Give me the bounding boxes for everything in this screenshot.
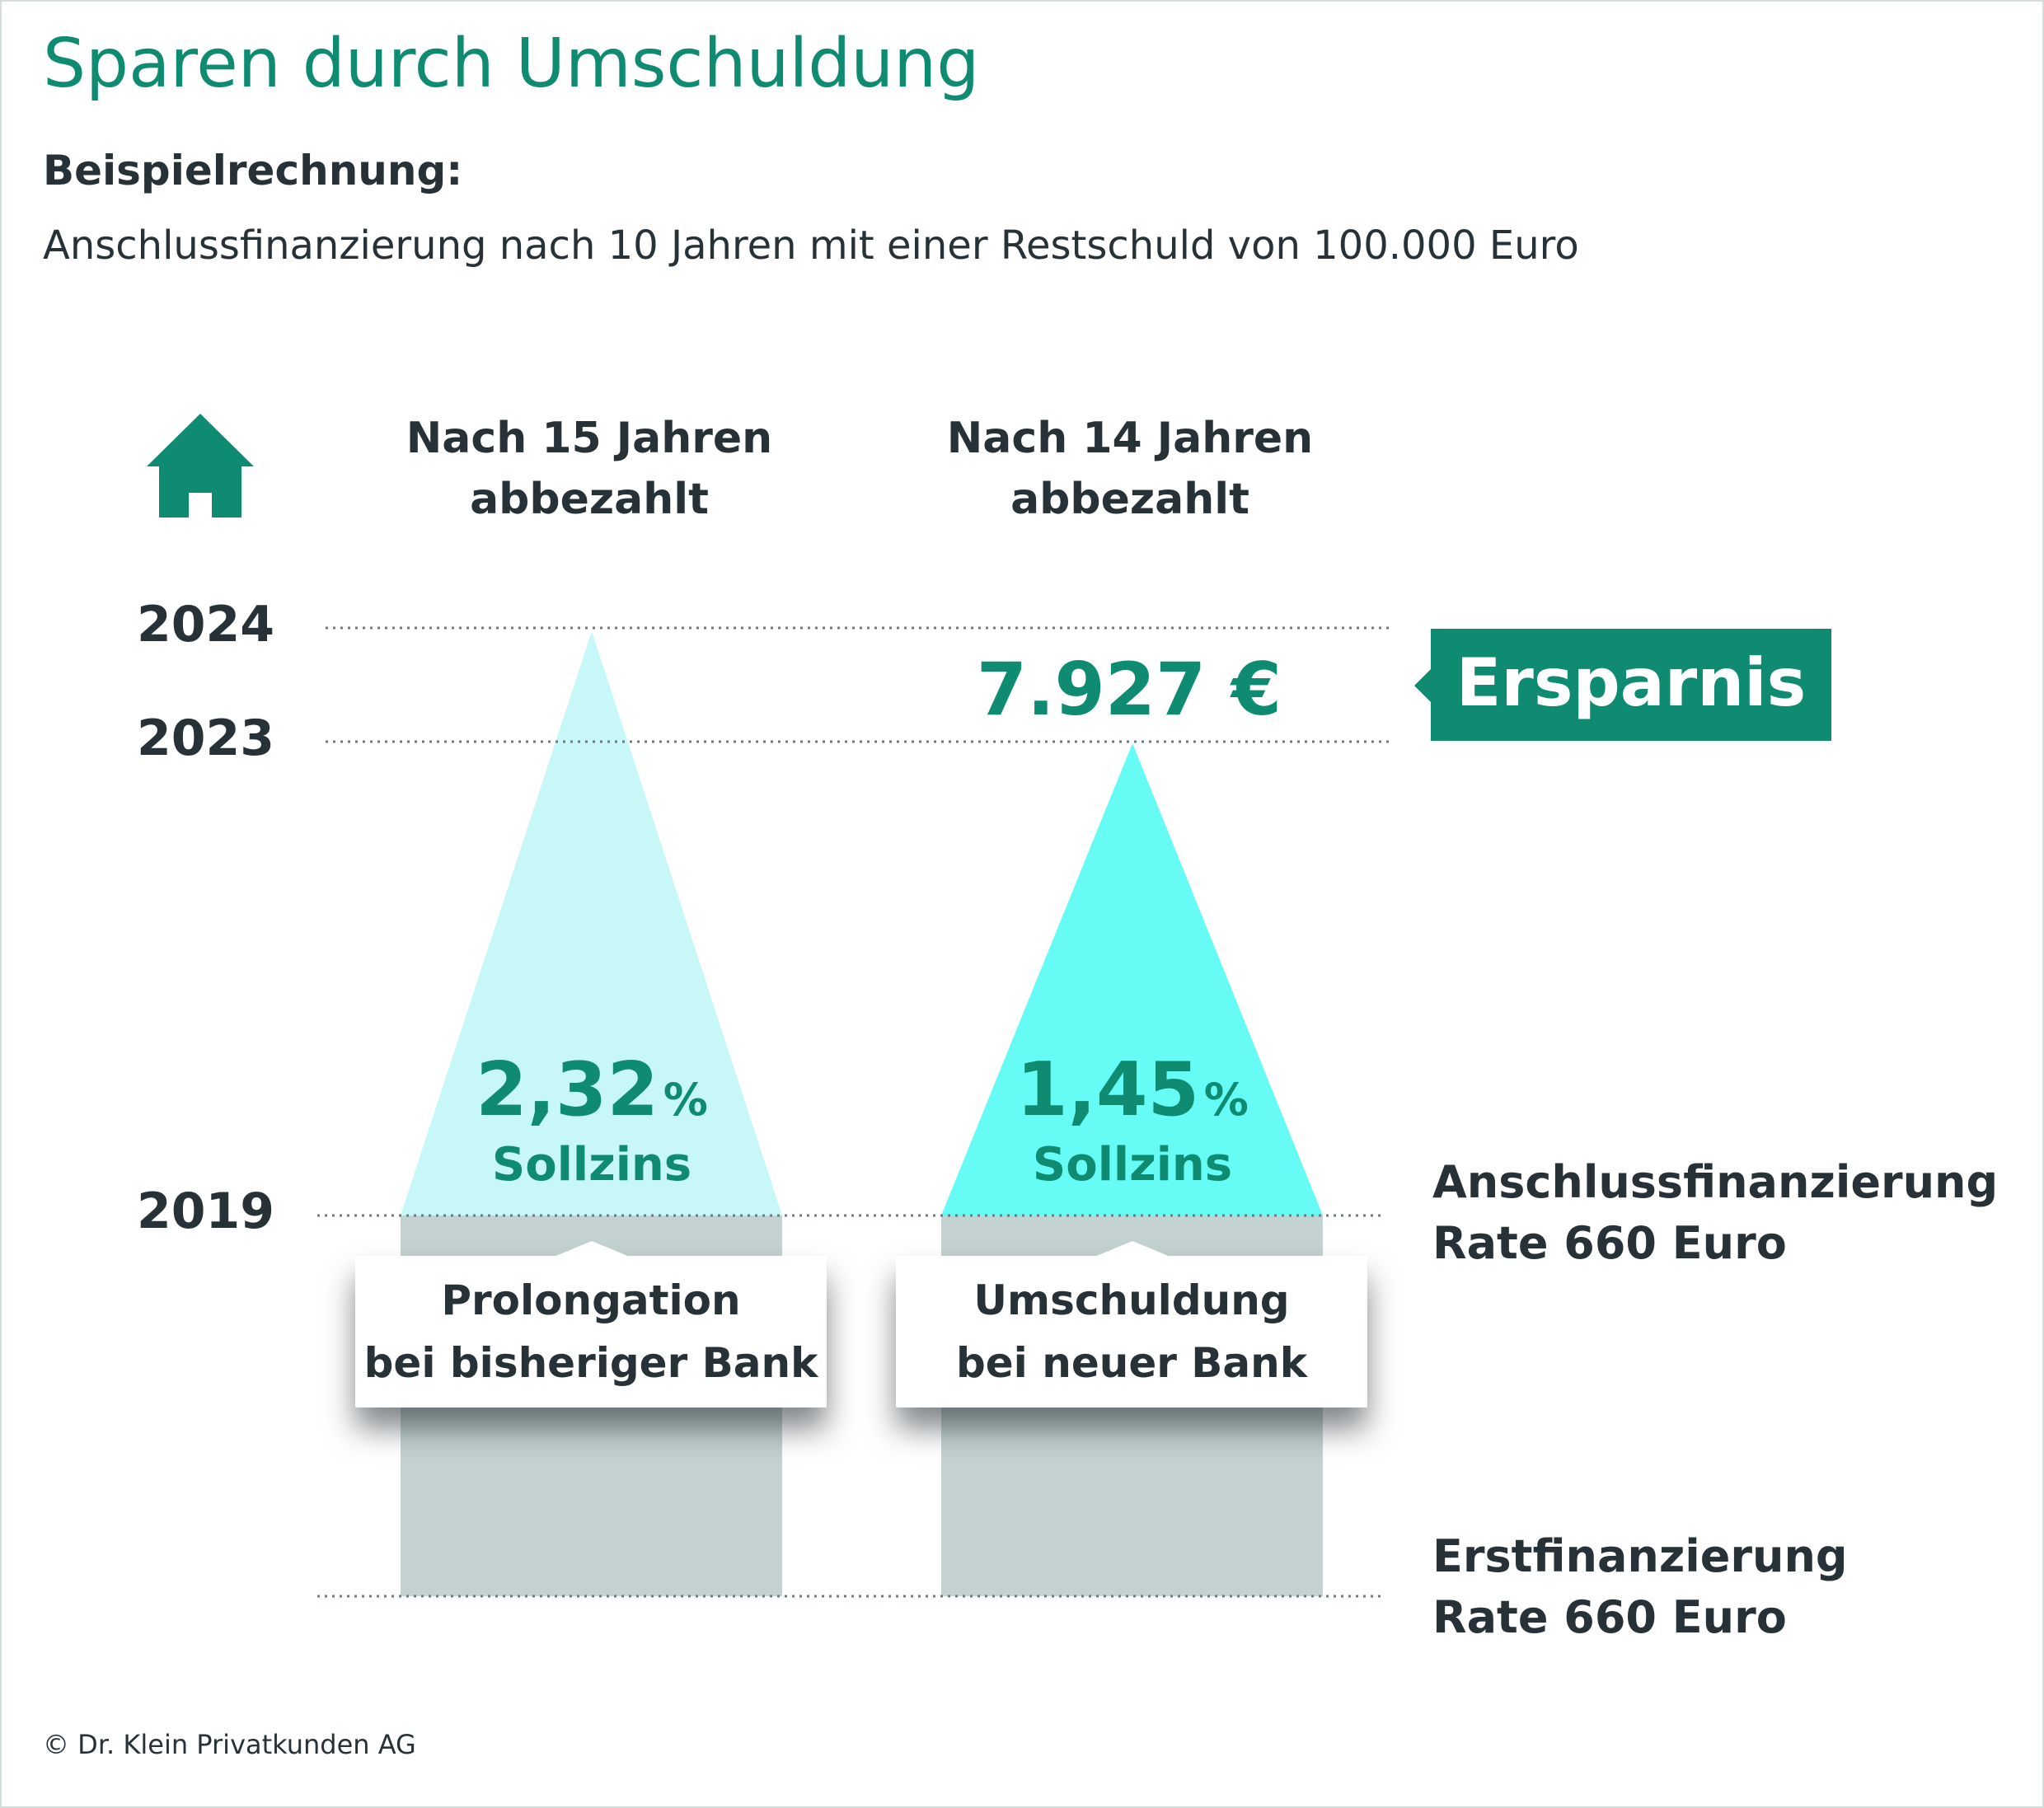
rate-column-2: 1,45 % Sollzins — [926, 1047, 1338, 1192]
rate-column-2-value: 1,45 — [1016, 1047, 1200, 1133]
label-erstfinanzierung: Erstfinanzierung Rate 660 Euro — [1432, 1526, 1848, 1648]
column-2-header: Nach 14 Jahren abbezahlt — [916, 408, 1344, 530]
label-erstfinanzierung-line2: Rate 660 Euro — [1432, 1591, 1787, 1643]
house-icon — [147, 414, 254, 518]
savings-value: 7.927 € — [976, 647, 1282, 732]
label-anschlussfinanzierung-line1: Anschlussfinanzierung — [1432, 1156, 1999, 1208]
callout-prolongation: Prolongation bei bisheriger Bank — [355, 1256, 827, 1408]
rate-column-1-value: 2,32 — [476, 1047, 659, 1133]
subtitle-bold: Beispielrechnung: — [43, 147, 463, 194]
rate-column-1-unit: % — [663, 1074, 708, 1126]
callout-umschuldung-line1: Umschuldung — [973, 1276, 1290, 1324]
rate-column-1: 2,32 % Sollzins — [386, 1047, 798, 1192]
callout-prolongation-line2: bei bisheriger Bank — [363, 1339, 818, 1387]
callout-umschuldung-line2: bei neuer Bank — [955, 1339, 1308, 1387]
label-erstfinanzierung-line1: Erstfinanzierung — [1432, 1530, 1848, 1582]
rate-column-2-label: Sollzins — [1032, 1138, 1233, 1192]
year-2023-label: 2023 — [137, 710, 274, 767]
copyright: © Dr. Klein Privatkunden AG — [43, 1729, 416, 1760]
triangle-column-1 — [401, 631, 782, 1215]
column-2-header-line2: abbezahlt — [1010, 475, 1249, 524]
column-1-header-line1: Nach 15 Jahren — [406, 414, 773, 463]
badge-pointer — [1414, 667, 1432, 704]
callout-prolongation-line1: Prolongation — [441, 1276, 741, 1324]
column-1-header: Nach 15 Jahren abbezahlt — [375, 408, 804, 530]
rate-column-1-label: Sollzins — [491, 1138, 692, 1192]
year-2024-label: 2024 — [137, 596, 274, 653]
savings-badge: Ersparnis — [1431, 629, 1831, 741]
callout-umschuldung: Umschuldung bei neuer Bank — [896, 1256, 1367, 1408]
page-title: Sparen durch Umschuldung — [43, 25, 980, 103]
column-2-header-line1: Nach 14 Jahren — [946, 414, 1314, 463]
rate-column-2-unit: % — [1203, 1074, 1249, 1126]
triangle-column-2 — [941, 743, 1323, 1215]
subtitle: Anschlussfinanzierung nach 10 Jahren mit… — [43, 222, 1579, 269]
label-anschlussfinanzierung-line2: Rate 660 Euro — [1432, 1217, 1787, 1269]
label-anschlussfinanzierung: Anschlussfinanzierung Rate 660 Euro — [1432, 1152, 1998, 1274]
year-2019-label: 2019 — [137, 1183, 274, 1240]
column-1-header-line2: abbezahlt — [470, 475, 709, 524]
